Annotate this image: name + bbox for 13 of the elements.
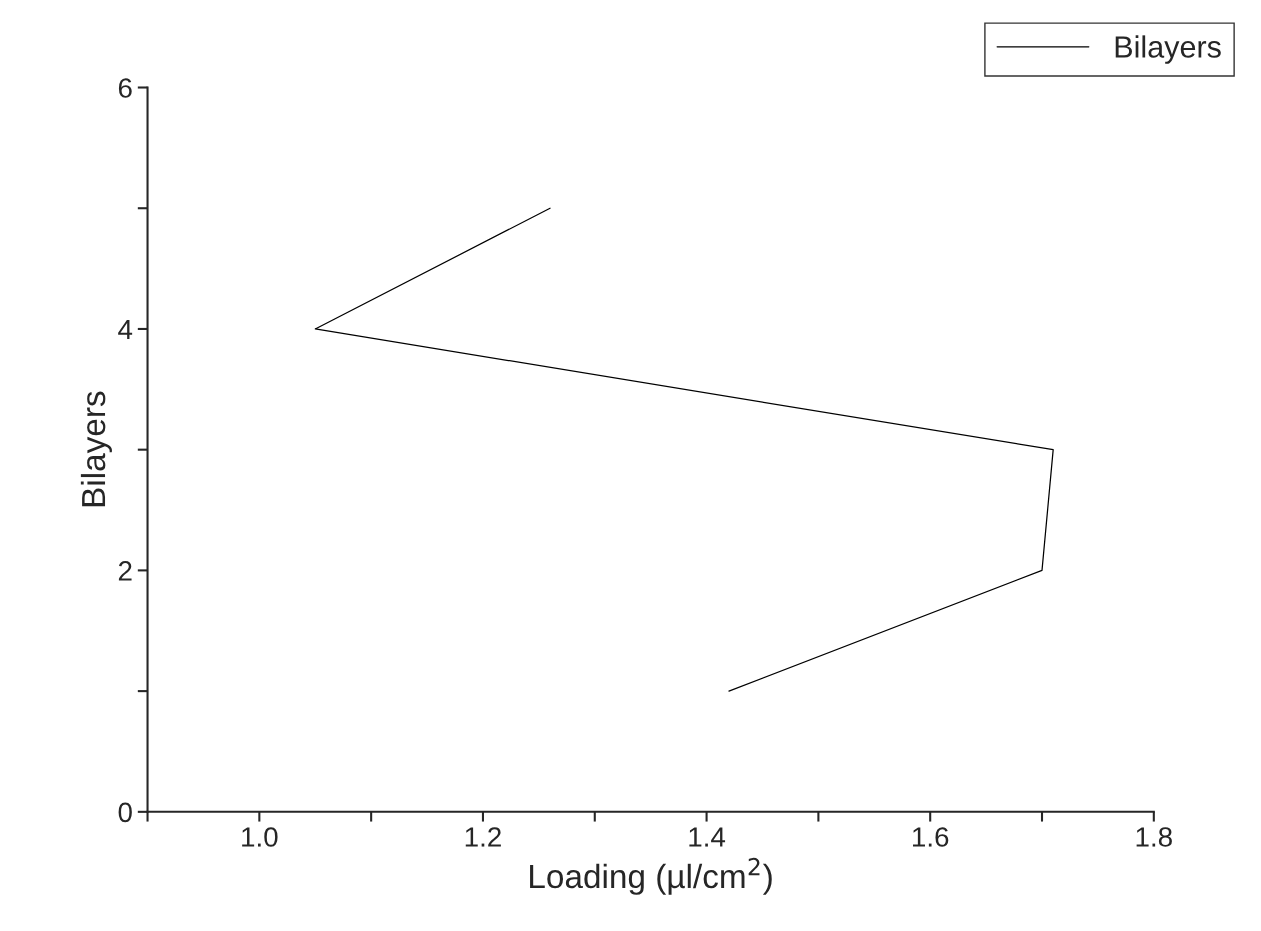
y-tick-label: 0 [118,802,132,823]
x-tick-label: 1.4 [689,827,726,847]
line-series [314,207,1054,692]
x-tick-label: 1.8 [1136,827,1172,847]
x-tick-label: 1.2 [465,827,501,847]
x-tick-label: 1.0 [242,827,278,847]
legend-label: Bilayers [1115,35,1221,64]
y-tick-label: 6 [118,78,132,98]
y-tick-label: 2 [118,561,132,581]
y-axis-title: Bilayers [80,391,112,507]
x-tick-label: 1.6 [913,827,949,847]
y-tick-label: 4 [118,319,133,340]
x-axis-title: Loading (µl/cm$^{2}$) [530,857,772,895]
